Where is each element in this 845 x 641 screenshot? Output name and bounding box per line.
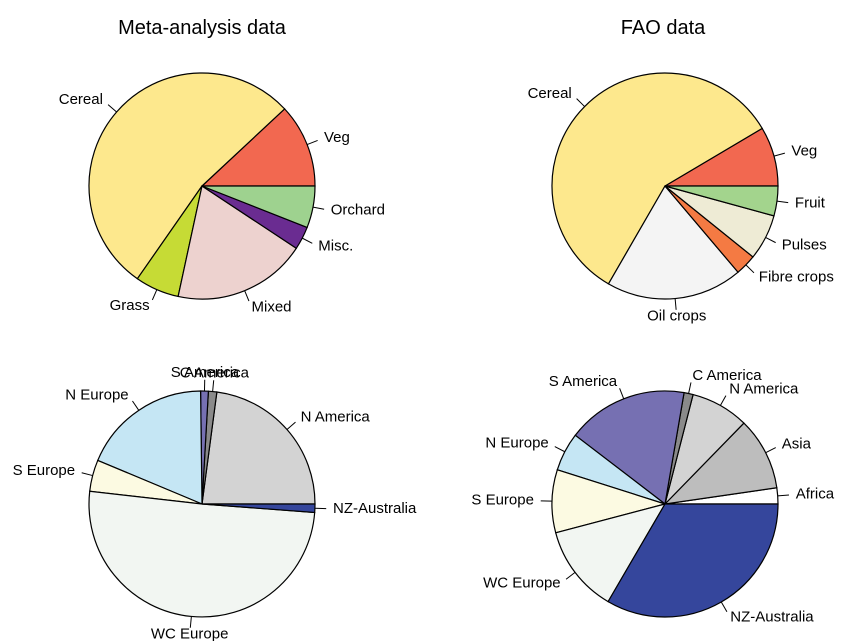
pie-meta-crop: Veg Cereal Grass Mixed Misc. Orchard bbox=[59, 72, 385, 315]
leader-line-fibre-crops bbox=[745, 264, 755, 274]
slice-label-orchard: Orchard bbox=[331, 201, 385, 218]
slice-label-nz-australia: NZ-Australia bbox=[730, 609, 814, 626]
slice-label-africa: Africa bbox=[796, 486, 835, 503]
leader-line-c-america bbox=[688, 382, 692, 394]
pie-slice-asia bbox=[663, 422, 778, 505]
leader-line-misc bbox=[302, 237, 313, 244]
slice-label-c-america: C America bbox=[180, 364, 250, 381]
slice-label-n-europe: N Europe bbox=[65, 386, 128, 403]
slice-label-wc-europe: WC Europe bbox=[483, 574, 561, 591]
leader-line-oil-crops bbox=[674, 298, 677, 310]
pie-slice-n-america bbox=[201, 391, 316, 505]
leader-line-veg bbox=[306, 139, 318, 146]
slice-label-misc: Misc. bbox=[318, 237, 353, 254]
leader-line-n-america bbox=[719, 395, 727, 406]
leader-line-mixed bbox=[244, 290, 250, 302]
slice-label-wc-europe: WC Europe bbox=[151, 625, 229, 641]
leader-line-cereal bbox=[107, 104, 117, 113]
pie-slice-wc-europe bbox=[88, 490, 316, 618]
column-title-fao: FAO data bbox=[621, 17, 706, 39]
pie-slice-cereal bbox=[88, 72, 286, 280]
slice-label-n-europe: N Europe bbox=[485, 434, 548, 451]
slice-label-veg: Veg bbox=[324, 129, 350, 146]
slice-label-grass: Grass bbox=[110, 297, 150, 314]
leader-line-pulses bbox=[765, 237, 776, 244]
slice-label-n-america: N America bbox=[729, 381, 799, 398]
slice-label-asia: Asia bbox=[782, 435, 812, 452]
slice-label-fibre-crops: Fibre crops bbox=[759, 269, 834, 286]
slice-label-n-america: N America bbox=[301, 409, 371, 426]
slice-label-mixed: Mixed bbox=[252, 298, 292, 315]
leader-line-n-europe bbox=[554, 446, 566, 453]
pie-slice-cereal bbox=[551, 72, 764, 285]
slice-label-s-europe: S Europe bbox=[13, 462, 76, 479]
leader-line-veg bbox=[773, 152, 786, 157]
slice-label-pulses: Pulses bbox=[782, 237, 827, 254]
pie-slice-veg bbox=[200, 108, 316, 187]
pie-slice-n-europe bbox=[96, 390, 203, 505]
leader-line-s-europe bbox=[81, 472, 93, 477]
leader-line-orchard bbox=[312, 206, 325, 210]
leader-line-wc-europe bbox=[189, 616, 192, 628]
slice-label-veg: Veg bbox=[791, 142, 817, 159]
pie-slice-orchard bbox=[201, 185, 316, 229]
pie-slice-wc-europe bbox=[554, 503, 667, 603]
pie-slice-nz-australia bbox=[607, 503, 779, 618]
leader-line-asia bbox=[765, 447, 776, 454]
slice-label-fruit: Fruit bbox=[795, 194, 826, 211]
slice-label-oil-crops: Oil crops bbox=[647, 308, 706, 325]
leader-line-fruit bbox=[776, 200, 789, 204]
slice-label-s-america: S America bbox=[171, 364, 240, 381]
pie-fao-crop: Veg Cereal Oil crops Fibre crops Pulses Fruit bbox=[528, 72, 834, 325]
leader-line-n-europe bbox=[132, 400, 140, 411]
leader-line-n-america bbox=[286, 421, 296, 430]
slice-label-nz-australia: NZ-Australia bbox=[333, 500, 417, 517]
slice-label-cereal: Cereal bbox=[528, 85, 572, 102]
leader-line-cereal bbox=[576, 98, 585, 107]
column-title-meta: Meta-analysis data bbox=[118, 17, 287, 39]
slice-label-cereal: Cereal bbox=[59, 91, 103, 108]
leader-line-grass bbox=[151, 289, 158, 301]
pie-slice-oil-crops bbox=[607, 184, 739, 300]
leader-line-africa bbox=[777, 494, 790, 497]
leader-line-nz-australia bbox=[720, 601, 728, 613]
leader-line-s-america bbox=[619, 388, 625, 399]
leader-line-wc-europe bbox=[565, 572, 576, 580]
slice-label-c-america: C America bbox=[692, 367, 762, 384]
slice-label-s-europe: S Europe bbox=[471, 492, 534, 509]
slice-label-s-america: S America bbox=[549, 373, 618, 390]
leader-line-c-america bbox=[212, 380, 215, 392]
